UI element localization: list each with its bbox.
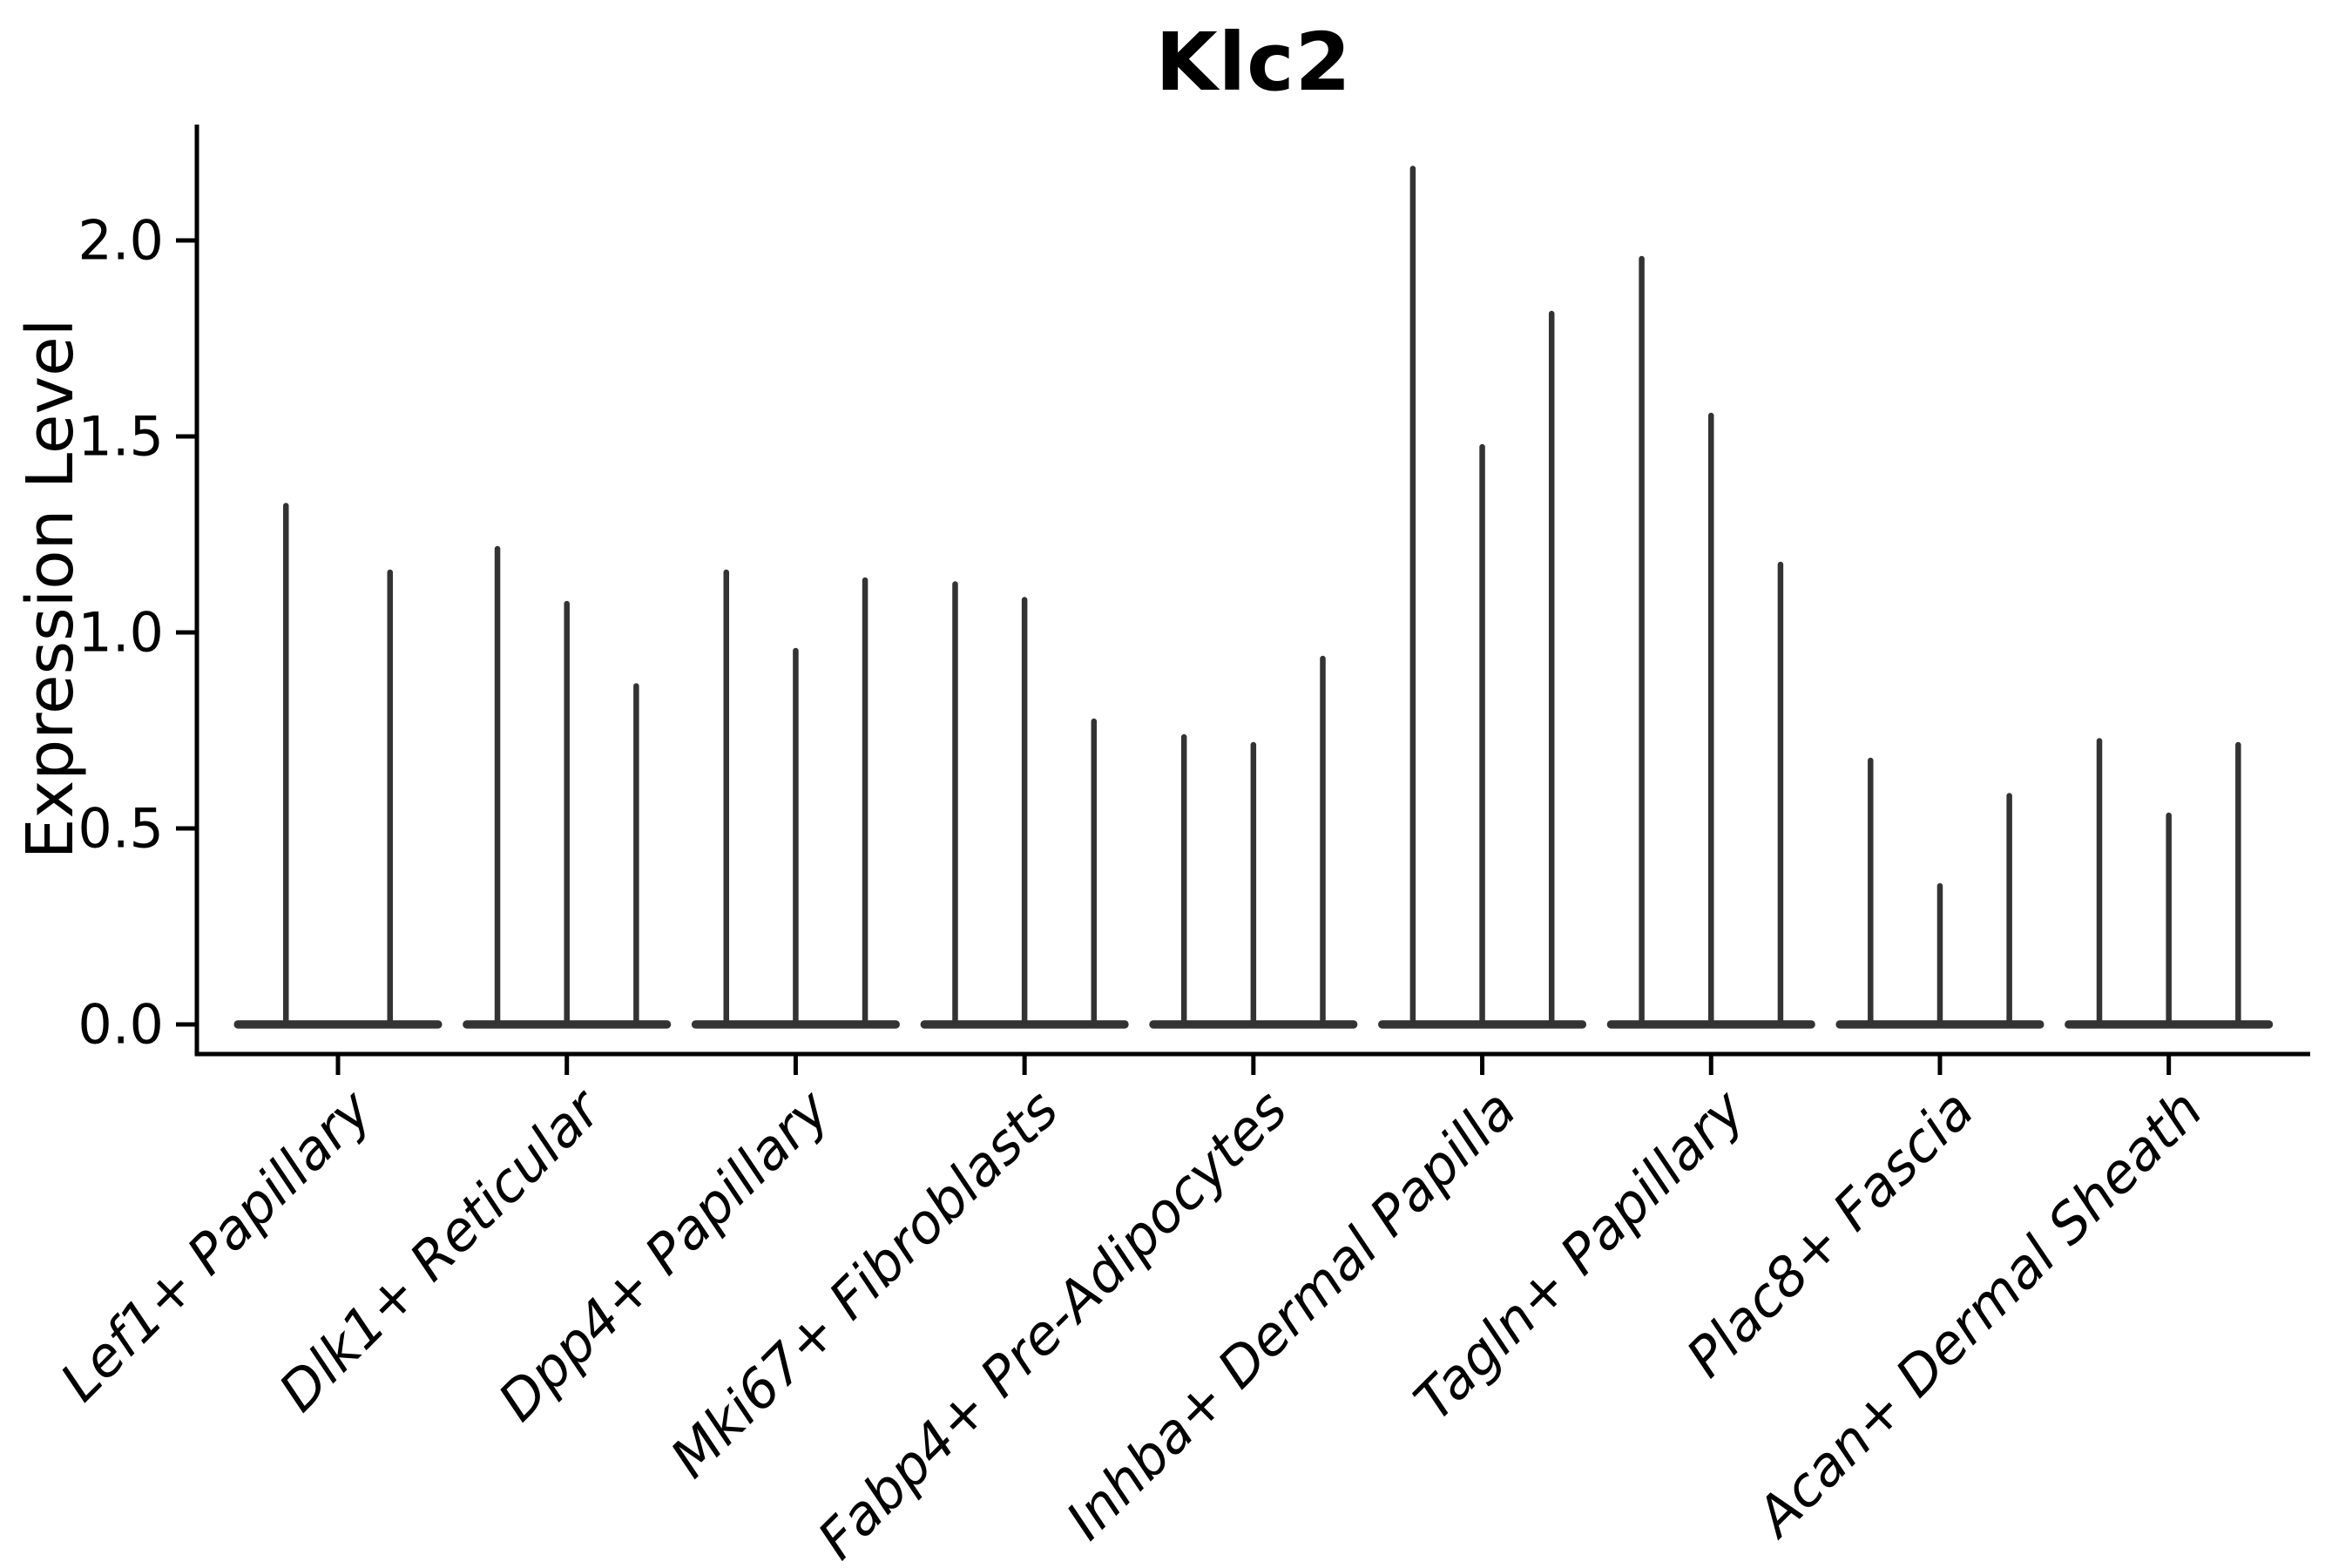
violin-base — [233, 1020, 443, 1029]
y-tick-label: 0.0 — [78, 993, 164, 1057]
y-tick-label: 0.5 — [78, 797, 164, 861]
x-tick-label: Acan+ Dermal Sheath — [1742, 1078, 2215, 1551]
y-tick-label: 1.5 — [78, 405, 164, 469]
x-tick-label: Mki67+ Fibroblasts — [658, 1078, 1070, 1490]
x-tick-label: Inhba+ Dermal Papilla — [1054, 1078, 1528, 1551]
y-tick-label: 2.0 — [78, 209, 164, 273]
x-tick-label: Fabp4+ Pre-Adipocytes — [806, 1078, 1300, 1568]
chart-title: Klc2 — [1155, 16, 1352, 109]
y-tick-label: 1.0 — [78, 601, 164, 665]
